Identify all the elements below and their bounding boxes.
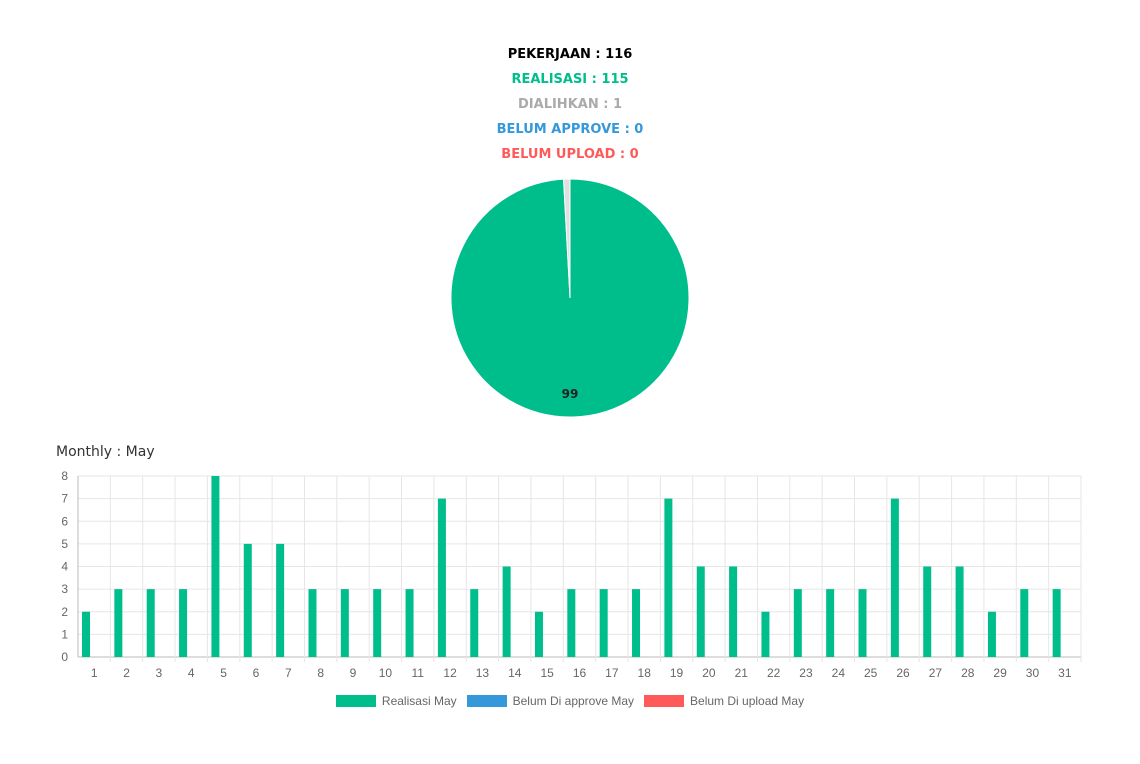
bar-realisasi-may-2[interactable] [114, 589, 123, 657]
bar-realisasi-may-8[interactable] [308, 589, 317, 657]
legend-item-belum-upload[interactable]: Belum Di upload May [644, 694, 804, 708]
bar-realisasi-may-9[interactable] [340, 589, 349, 657]
bar-realisasi-may-15[interactable] [534, 611, 543, 657]
y-tick-label: 1 [61, 627, 68, 641]
dialihkan-count: DIALIHKAN : 1 [518, 97, 622, 112]
bar-realisasi-may-1[interactable] [82, 611, 90, 657]
bar-realisasi-may-19[interactable] [664, 498, 673, 657]
x-tick-label: 18 [638, 666, 652, 680]
bar-realisasi-may-25[interactable] [858, 589, 867, 657]
x-tick-label: 19 [670, 666, 684, 680]
belum-upload-count: BELUM UPLOAD : 0 [501, 147, 639, 162]
bar-realisasi-may-17[interactable] [599, 589, 608, 657]
bar-realisasi-may-29[interactable] [987, 611, 996, 657]
bar-realisasi-may-30[interactable] [1020, 589, 1029, 657]
legend-item-realisasi[interactable]: Realisasi May [335, 694, 457, 708]
realisasi-count: REALISASI : 115 [511, 72, 629, 87]
legend-label-belum-upload: Belum Di upload May [690, 694, 805, 708]
bar-realisasi-may-7[interactable] [276, 543, 285, 657]
bar-realisasi-may-11[interactable] [405, 589, 414, 657]
bar-realisasi-may-31[interactable] [1052, 589, 1061, 657]
bar-realisasi-may-20[interactable] [696, 566, 705, 658]
legend-label-realisasi: Realisasi May [381, 694, 457, 708]
bar-realisasi-may-26[interactable] [890, 498, 899, 657]
x-tick-label: 28 [961, 666, 975, 680]
x-tick-label: 27 [929, 666, 943, 680]
x-tick-label: 31 [1058, 666, 1072, 680]
x-tick-label: 15 [540, 666, 554, 680]
x-tick-label: 23 [799, 666, 813, 680]
bar-realisasi-may-24[interactable] [826, 589, 835, 657]
chart-legend: Realisasi May Belum Di approve May Belum… [0, 694, 1140, 708]
pie-chart: 99 [450, 178, 690, 418]
x-tick-label: 22 [767, 666, 781, 680]
y-tick-label: 4 [61, 560, 68, 574]
x-tick-label: 14 [508, 666, 522, 680]
x-tick-label: 12 [443, 666, 457, 680]
x-tick-label: 24 [832, 666, 846, 680]
monthly-title: Monthly : May [56, 444, 155, 460]
summary-panel: PEKERJAAN : 116 REALISASI : 115 DIALIHKA… [0, 42, 1140, 167]
y-tick-label: 8 [61, 469, 68, 483]
bar-realisasi-may-27[interactable] [923, 566, 932, 658]
bar-realisasi-may-22[interactable] [761, 611, 770, 657]
x-tick-label: 1 [91, 666, 98, 680]
x-tick-label: 30 [1026, 666, 1040, 680]
x-tick-label: 11 [411, 666, 424, 680]
pie-slice-dialihkan[interactable] [563, 178, 571, 299]
bar-realisasi-may-16[interactable] [567, 589, 576, 657]
x-tick-label: 5 [220, 666, 227, 680]
x-tick-label: 13 [476, 666, 490, 680]
x-tick-label: 4 [188, 666, 195, 680]
y-tick-label: 7 [61, 492, 68, 506]
pekerjaan-count: PEKERJAAN : 116 [507, 47, 633, 62]
y-tick-label: 5 [61, 537, 68, 551]
x-tick-label: 9 [350, 666, 357, 680]
x-tick-label: 17 [605, 666, 619, 680]
bar-realisasi-may-14[interactable] [502, 566, 511, 658]
legend-item-belum-approve[interactable]: Belum Di approve May [466, 694, 635, 708]
pie-slice-label: 99 [562, 387, 579, 401]
belum-approve-count: BELUM APPROVE : 0 [496, 122, 644, 137]
bar-realisasi-may-4[interactable] [179, 589, 188, 657]
x-tick-label: 16 [573, 666, 587, 680]
bar-realisasi-may-5[interactable] [211, 476, 220, 657]
legend-swatch-realisasi [335, 695, 376, 707]
bar-realisasi-may-23[interactable] [793, 589, 802, 657]
bar-realisasi-may-12[interactable] [437, 498, 446, 657]
bar-realisasi-may-3[interactable] [146, 589, 155, 657]
x-tick-label: 20 [702, 666, 716, 680]
x-tick-label: 25 [864, 666, 878, 680]
x-tick-label: 6 [253, 666, 260, 680]
y-tick-label: 0 [61, 650, 68, 664]
x-tick-label: 7 [285, 666, 292, 680]
bar-realisasi-may-18[interactable] [632, 589, 641, 657]
x-tick-label: 3 [156, 666, 163, 680]
y-tick-label: 2 [61, 605, 68, 619]
bar-realisasi-may-6[interactable] [243, 543, 252, 657]
x-tick-label: 8 [317, 666, 324, 680]
legend-label-belum-approve: Belum Di approve May [512, 694, 635, 708]
bar-realisasi-may-21[interactable] [729, 566, 738, 658]
y-tick-label: 3 [61, 582, 68, 596]
x-tick-label: 21 [735, 666, 749, 680]
bar-realisasi-may-10[interactable] [373, 589, 382, 657]
x-tick-label: 10 [379, 666, 393, 680]
legend-swatch-belum-upload [644, 695, 685, 707]
x-tick-label: 2 [123, 666, 130, 680]
x-tick-label: 29 [993, 666, 1007, 680]
legend-swatch-belum-approve [466, 695, 507, 707]
bar-realisasi-may-28[interactable] [955, 566, 964, 658]
bar-realisasi-may-13[interactable] [470, 589, 479, 657]
x-tick-label: 26 [896, 666, 910, 680]
y-tick-label: 6 [61, 514, 68, 528]
